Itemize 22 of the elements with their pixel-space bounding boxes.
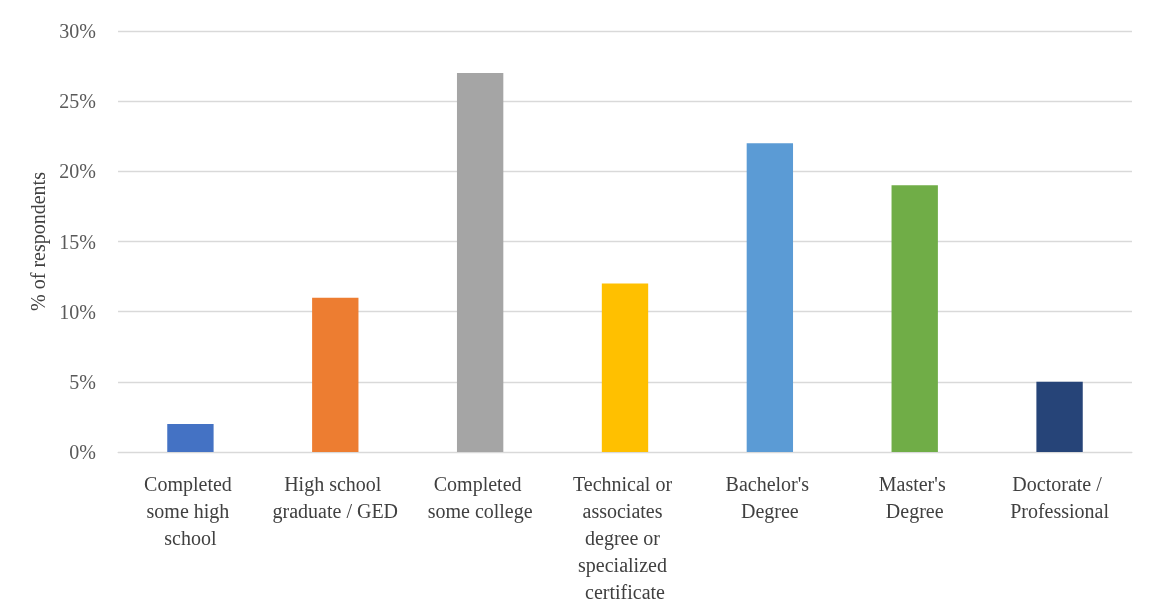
x-tick-label: Completed some college [427, 472, 533, 523]
x-tick-label: Doctorate / Professional [1010, 472, 1110, 522]
bar [456, 73, 504, 452]
x-tick-label: Completed some high school [144, 472, 237, 549]
x-tick-label: Technical or associates degree or specialized certificate [572, 472, 678, 603]
y-tick-label: 25% [59, 90, 96, 113]
y-tick-label: 30% [59, 20, 96, 42]
bar [746, 143, 794, 452]
bar [601, 283, 649, 452]
bar [891, 185, 938, 452]
x-tick-label: High school graduate / GED [272, 472, 399, 523]
bar [312, 297, 359, 452]
y-tick-label: 15% [59, 230, 96, 253]
x-tick-label: Master's Degree [878, 472, 951, 523]
y-tick-label: 5% [69, 370, 96, 393]
bar [1036, 381, 1083, 452]
y-axis-title: % of respondents [27, 171, 51, 311]
bar [167, 423, 214, 452]
y-tick-label: 10% [59, 300, 96, 323]
x-tick-label: Bachelor's Degree [725, 472, 815, 523]
y-tick-label: 20% [59, 160, 96, 183]
y-tick-label: 0% [69, 441, 96, 463]
